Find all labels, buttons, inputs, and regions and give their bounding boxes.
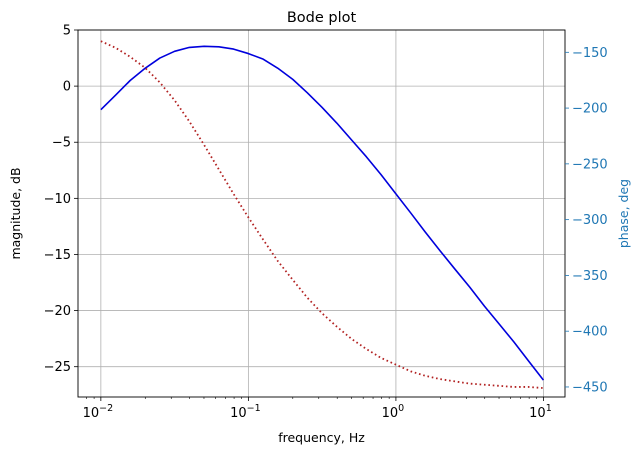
data-series (100, 40, 545, 389)
y-left-tick-label: −5 (52, 136, 71, 151)
x-axis-label: frequency, Hz (278, 430, 365, 445)
y-right-tick-label: −150 (572, 46, 608, 61)
y-axis-right-label: phase, deg (616, 179, 631, 248)
chart-title: Bode plot (287, 10, 357, 26)
plot-frame (77, 29, 566, 398)
y-right-tick-label: −200 (572, 102, 608, 117)
y-right-tick-label: −250 (572, 157, 608, 172)
y-left-tick-label: −15 (44, 248, 71, 263)
y-right-tick-label: −400 (572, 325, 608, 340)
y-left-tick-label: −25 (44, 360, 71, 375)
y-right-tick-label: −300 (572, 213, 608, 228)
y-left-tick-label: 0 (63, 80, 71, 95)
y-axis-left-label: magnitude, dB (8, 167, 23, 259)
y-left-tick-label: −10 (44, 192, 71, 207)
y-left-tick-label: 5 (63, 24, 71, 39)
magnitude-series-line (100, 45, 545, 381)
y-left-tick-label: −20 (44, 304, 71, 319)
y-right-tick-label: −450 (572, 380, 608, 395)
y-right-tick-label: −350 (572, 269, 608, 284)
